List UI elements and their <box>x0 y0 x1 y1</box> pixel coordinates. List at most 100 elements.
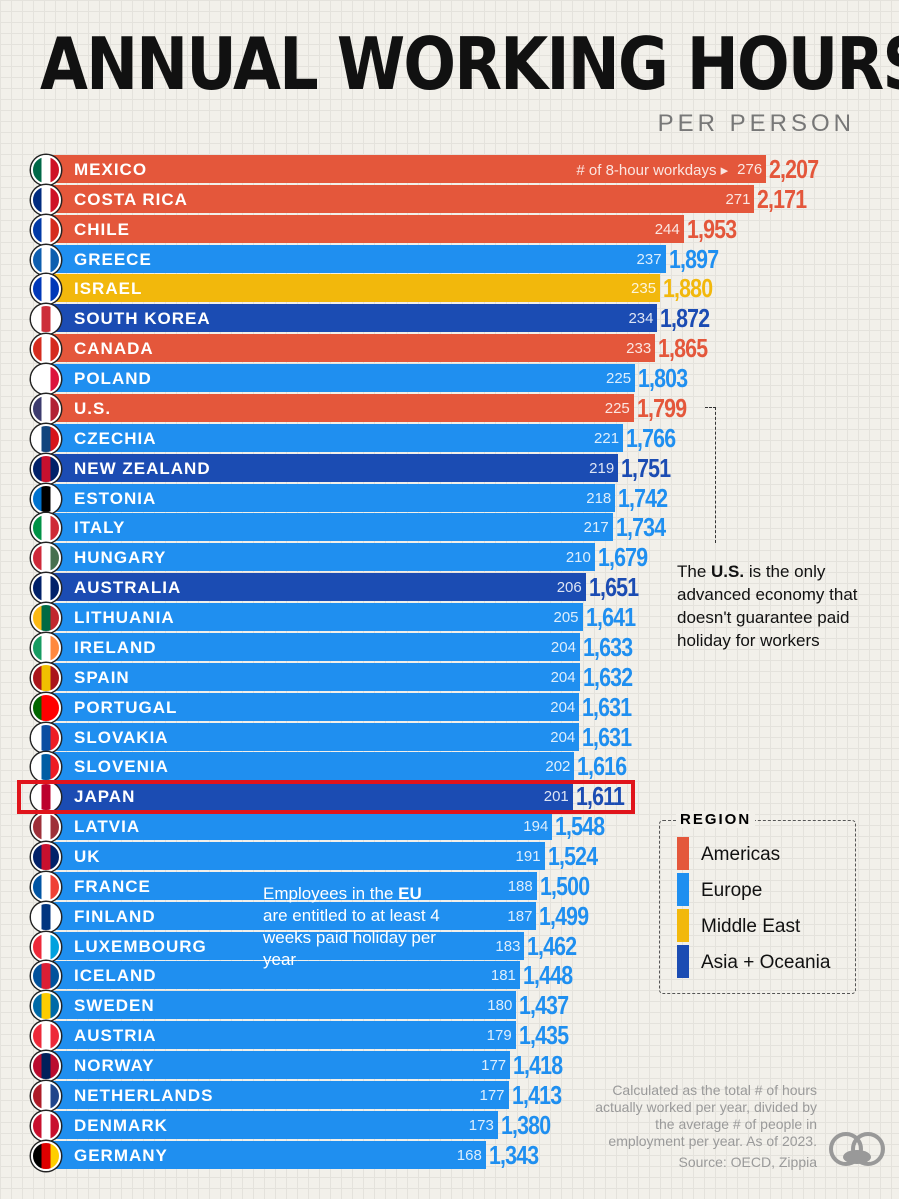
hours-value: 1,872 <box>660 303 710 334</box>
hours-value: 1,616 <box>577 751 627 782</box>
bar-row: AUSTRALIA 206 1,651 <box>0 572 899 604</box>
country-label: CHILE <box>74 219 130 239</box>
flag-icon <box>31 244 61 275</box>
country-label: NEW ZEALAND <box>74 458 211 478</box>
eu-note-post: are entitled to at least 4 weeks paid ho… <box>263 906 440 969</box>
flag-icon <box>31 304 61 335</box>
country-label: DENMARK <box>74 1115 168 1135</box>
days-value: 177 <box>479 1086 505 1104</box>
bar <box>50 214 684 243</box>
bar-row: FINLAND 187 1,499 <box>0 901 899 932</box>
days-value: 217 <box>583 519 609 537</box>
flag-icon <box>31 1110 61 1141</box>
legend: REGION Americas Europe Middle East Asia + O… <box>659 811 856 994</box>
country-label: POLAND <box>74 369 152 389</box>
country-label: SWEDEN <box>74 996 155 1016</box>
hours-value: 1,448 <box>522 960 573 991</box>
country-label: SOUTH KOREA <box>74 309 211 329</box>
bar-row: SPAIN 204 1,632 <box>0 661 899 693</box>
bar-row: COSTA RICA 271 2,171 <box>0 183 899 215</box>
days-value: 187 <box>507 907 533 925</box>
hours-value: 1,799 <box>636 392 687 423</box>
bar <box>50 513 613 542</box>
days-value: 205 <box>553 609 579 627</box>
country-label: COSTA RICA <box>74 189 188 209</box>
bar <box>50 274 661 303</box>
flag-icon <box>31 842 61 872</box>
bar <box>50 812 553 841</box>
hours-value: 1,803 <box>638 363 688 394</box>
flag-icon <box>31 812 61 843</box>
days-value: 177 <box>481 1057 507 1075</box>
days-value: 181 <box>490 967 516 985</box>
days-value: 179 <box>486 1027 512 1045</box>
hours-value: 1,343 <box>488 1139 539 1170</box>
country-label: U.S. <box>74 398 112 418</box>
flag-icon <box>31 1080 61 1111</box>
bar-row: SLOVENIA 202 1,616 <box>0 751 899 783</box>
flag-icon <box>31 752 61 783</box>
hours-value: 1,632 <box>582 661 633 692</box>
flag-icon <box>31 692 61 723</box>
hours-value: 1,742 <box>618 482 668 513</box>
flag-icon <box>31 573 61 604</box>
hours-value: 1,500 <box>539 870 590 901</box>
days-value: 188 <box>507 877 533 895</box>
days-value: 237 <box>636 250 662 268</box>
bar <box>50 901 537 930</box>
legend-swatch <box>677 945 689 978</box>
hours-value: 1,611 <box>575 781 625 812</box>
bar <box>50 1021 516 1050</box>
us-note-post: is the only advanced economy that doesn'… <box>677 562 858 650</box>
country-label: MEXICO <box>74 160 148 179</box>
flag-icon <box>31 722 61 753</box>
bar-row: PORTUGAL 204 1,631 <box>0 692 899 723</box>
hours-value: 1,766 <box>626 422 676 453</box>
country-label: UK <box>74 847 101 866</box>
flag-icon <box>31 334 61 365</box>
flag-icon <box>31 901 61 932</box>
bar <box>50 334 656 363</box>
bar <box>50 1140 486 1169</box>
bar-row: HUNGARY 210 1,679 <box>0 542 899 574</box>
hours-value: 1,679 <box>597 542 648 573</box>
days-value: 225 <box>604 399 630 417</box>
bar-row: LUXEMBOURG 183 1,462 <box>0 931 899 962</box>
flag-icon <box>31 155 61 185</box>
bar <box>50 423 624 452</box>
bar <box>50 244 666 273</box>
country-label: FRANCE <box>74 876 151 896</box>
hours-value: 1,524 <box>547 841 598 871</box>
bar <box>50 722 580 751</box>
days-value: 218 <box>586 489 612 507</box>
bar-row: CHILE 244 1,953 <box>0 214 899 245</box>
hours-value: 2,171 <box>757 183 807 214</box>
bar-row: ESTONIA 218 1,742 <box>0 482 899 514</box>
bar <box>50 842 545 870</box>
bar-row: SWEDEN 180 1,437 <box>0 990 899 1022</box>
country-label: CZECHIA <box>74 428 157 448</box>
flag-icon <box>31 991 61 1022</box>
hours-value: 1,413 <box>511 1079 562 1110</box>
bar-row: ITALY 217 1,734 <box>0 512 899 544</box>
country-label: IRELAND <box>74 637 157 657</box>
country-label: LITHUANIA <box>74 608 175 628</box>
bar <box>50 1051 511 1080</box>
bar-row: LATVIA 194 1,548 <box>0 811 899 843</box>
days-value: 191 <box>515 848 541 865</box>
us-note-pre: The <box>677 562 712 581</box>
flag-icon <box>31 603 61 634</box>
hours-value: 1,734 <box>615 512 666 543</box>
bar-row: NORWAY 177 1,418 <box>0 1050 899 1082</box>
country-label: ICELAND <box>74 966 157 986</box>
legend-swatch <box>677 909 689 942</box>
bar <box>50 184 755 213</box>
hours-value: 1,631 <box>582 721 632 752</box>
country-label: CANADA <box>74 339 154 359</box>
bar-row: FRANCE 188 1,500 <box>0 870 899 902</box>
chart-title: ANNUAL WORKING HOURS <box>40 22 899 106</box>
days-value: 221 <box>594 429 620 447</box>
hours-value: 1,651 <box>588 572 639 603</box>
flag-icon <box>31 364 61 395</box>
hours-value: 1,437 <box>519 990 569 1021</box>
